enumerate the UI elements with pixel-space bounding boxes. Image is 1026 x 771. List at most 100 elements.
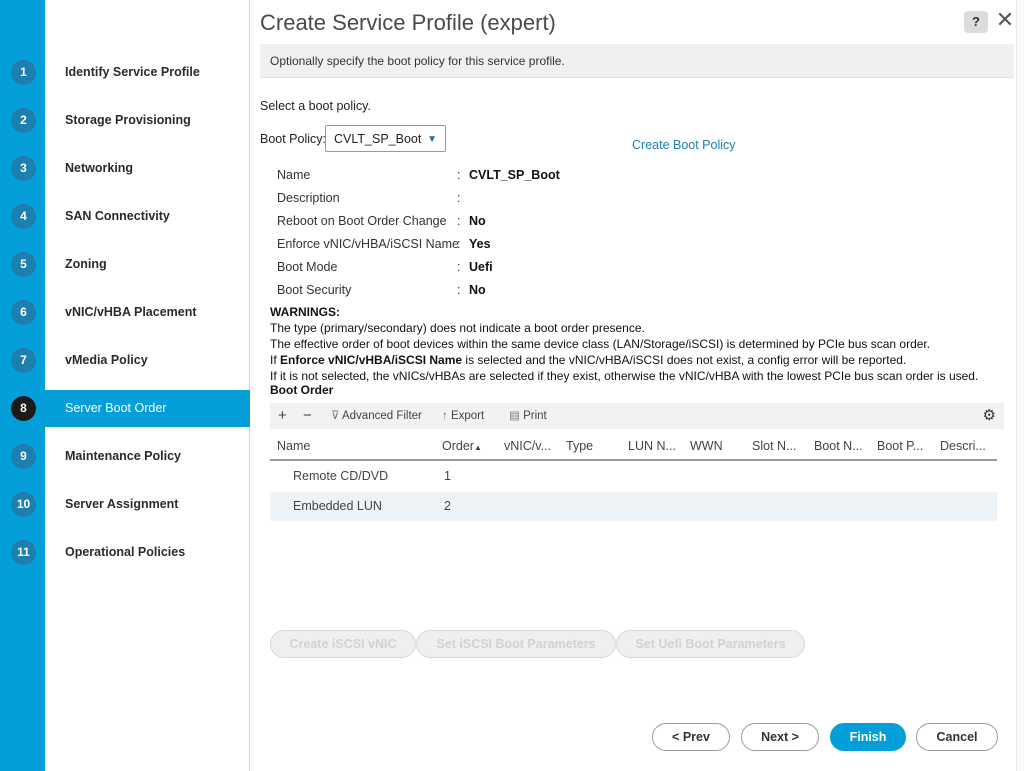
column-header-order[interactable]: Order▲ [442,432,482,462]
wizard-step-vmedia[interactable]: 7 vMedia Policy [0,342,1026,379]
step-label: SAN Connectivity [65,209,170,223]
grid-header: Name Order▲ vNIC/v... Type LUN N... WWN … [270,432,997,461]
prev-button[interactable]: < Prev [652,723,730,751]
property-row: Boot Mode : Uefi [277,260,577,283]
warning-line: The effective order of boot devices with… [270,337,931,351]
boot-policy-selected: CVLT_SP_Boot [334,132,422,146]
next-button[interactable]: Next > [741,723,819,751]
step-label: Maintenance Policy [65,449,182,463]
column-header-vnic[interactable]: vNIC/v... [504,439,551,453]
wizard-step-server-assignment[interactable]: 10 Server Assignment [0,486,1026,523]
column-header-boot-path[interactable]: Boot P... [877,439,924,453]
column-header-boot-name[interactable]: Boot N... [814,439,863,453]
column-header-wwn[interactable]: WWN [690,439,723,453]
column-header-name[interactable]: Name [277,439,311,453]
main-panel: Create Service Profile (expert) ? ✕ Opti… [260,0,1020,771]
column-header-order-label: Order [442,439,474,453]
step-label: Operational Policies [65,545,186,559]
boot-policy-dropdown[interactable]: CVLT_SP_Boot ▼ [325,125,446,152]
export-button[interactable]: ↑ Export [442,403,484,429]
property-colon: : [457,260,461,274]
print-label: Print [523,410,547,422]
boot-policy-label: Boot Policy: [260,132,327,146]
property-value: CVLT_SP_Boot [469,168,560,182]
wizard-step-identify[interactable]: 1 Identify Service Profile [0,54,1026,91]
property-colon: : [457,237,461,251]
export-icon: ↑ [442,410,451,422]
column-header-slot[interactable]: Slot N... [752,439,797,453]
cell-name: Remote CD/DVD [293,469,389,483]
create-iscsi-vnic-button[interactable]: Create iSCSI vNIC [270,630,416,658]
wizard-step-zoning[interactable]: 5 Zoning [0,246,1026,283]
warning-line: If Enforce vNIC/vHBA/iSCSI Name is selec… [270,352,1020,368]
print-button[interactable]: ▤ Print [509,403,547,429]
set-iscsi-boot-params-button[interactable]: Set iSCSI Boot Parameters [416,630,616,658]
wizard-step-boot-order[interactable]: 8 Server Boot Order [0,390,1026,427]
property-key: Description [277,191,340,205]
step-number: 5 [11,252,36,277]
step-number: 6 [11,300,36,325]
property-key: Enforce vNIC/vHBA/iSCSI Name [277,237,459,251]
step-label: vNIC/vHBA Placement [65,305,197,319]
property-colon: : [457,214,461,228]
step-number: 9 [11,444,36,469]
warning-line: If it is not selected, the vNICs/vHBAs a… [270,369,979,383]
gear-icon[interactable]: ⚙ [982,407,996,424]
step-label: Storage Provisioning [65,113,191,127]
property-row: Reboot on Boot Order Change : No [277,214,577,237]
page-title: Create Service Profile (expert) [260,10,556,35]
set-uefi-boot-params-button[interactable]: Set Uefi Boot Parameters [616,630,805,658]
step-number: 11 [11,540,36,565]
property-key: Boot Mode [277,260,338,274]
help-button[interactable]: ? [964,11,988,33]
step-number: 10 [11,492,36,517]
wizard-step-operational[interactable]: 11 Operational Policies [0,534,1026,571]
finish-button[interactable]: Finish [830,723,906,751]
property-colon: : [457,283,461,297]
wizard-sidebar [45,0,250,771]
table-row[interactable]: Embedded LUN 2 [270,492,997,521]
warnings-title: WARNINGS: [270,305,340,319]
caret-down-icon: ▼ [427,134,437,145]
column-header-lun[interactable]: LUN N... [628,439,676,453]
property-row: Name : CVLT_SP_Boot [277,168,577,191]
warning-text: If [270,353,281,367]
property-key: Reboot on Boot Order Change [277,214,447,228]
scrollbar[interactable] [1016,0,1024,771]
step-number: 7 [11,348,36,373]
remove-button[interactable]: − [303,407,312,424]
print-icon: ▤ [509,410,524,422]
step-number: 4 [11,204,36,229]
column-header-description[interactable]: Descri... [940,439,986,453]
export-label: Export [450,410,485,422]
wizard-step-storage[interactable]: 2 Storage Provisioning [0,102,1026,139]
wizard-step-san[interactable]: 4 SAN Connectivity [0,198,1026,235]
property-key: Name [277,168,311,182]
filter-icon: ⊽ [331,410,342,422]
step-number: 2 [11,108,36,133]
add-button[interactable]: + [278,407,287,424]
create-boot-policy-link[interactable]: Create Boot Policy [632,138,736,152]
wizard-step-placement[interactable]: 6 vNIC/vHBA Placement [0,294,1026,331]
step-label: Zoning [65,257,107,271]
boot-order-title: Boot Order [270,383,334,397]
grid-toolbar: + − ⊽ Advanced Filter ↑ Export ▤ Print ⚙ [270,403,1004,429]
advanced-filter-button[interactable]: ⊽ Advanced Filter [331,403,422,429]
property-value: No [469,214,486,228]
property-value: No [469,283,486,297]
warning-text: is selected and the vNIC/vHBA/iSCSI does… [462,353,907,367]
cancel-button[interactable]: Cancel [916,723,998,751]
step-label: Server Assignment [65,497,179,511]
property-key: Boot Security [277,283,352,297]
sort-asc-icon: ▲ [473,443,482,452]
close-icon[interactable]: ✕ [995,7,1015,32]
wizard-step-networking[interactable]: 3 Networking [0,150,1026,187]
wizard-step-maintenance[interactable]: 9 Maintenance Policy [0,438,1026,475]
warnings-block: WARNINGS: The type (primary/secondary) d… [270,304,1020,384]
table-row[interactable]: Remote CD/DVD 1 [270,462,997,491]
warning-line: The type (primary/secondary) does not in… [270,321,645,335]
step-number: 1 [11,60,36,85]
advanced-filter-label: Advanced Filter [341,410,422,422]
column-header-type[interactable]: Type [566,439,594,453]
step-label: vMedia Policy [65,353,148,367]
